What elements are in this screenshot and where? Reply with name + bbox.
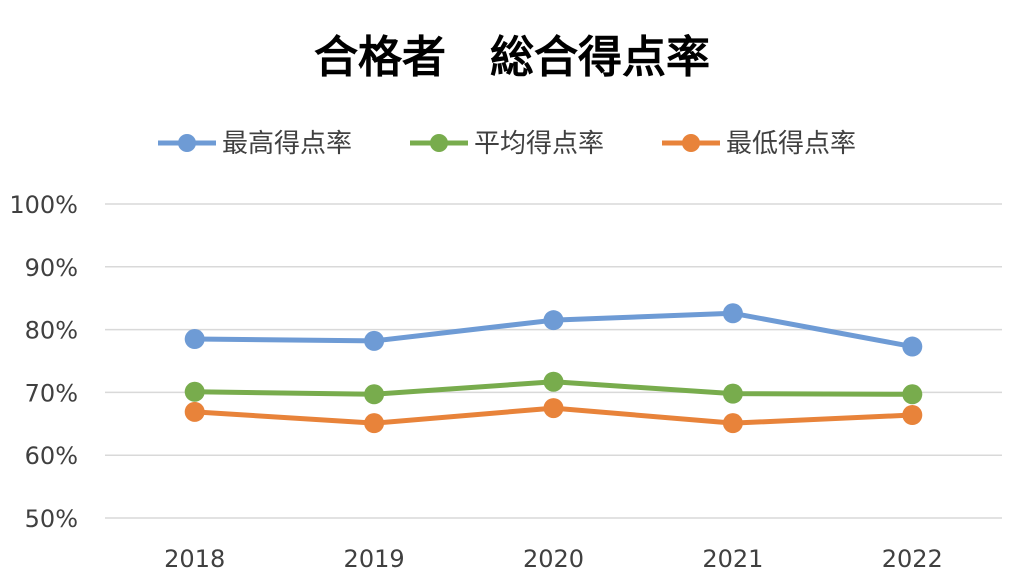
data-point	[184, 381, 205, 402]
x-tick-label: 2019	[344, 545, 405, 573]
legend-label: 最低得点率	[726, 129, 856, 159]
series	[184, 303, 923, 357]
y-tick-label: 90%	[25, 254, 78, 282]
plot-area	[184, 303, 923, 434]
data-point	[902, 336, 923, 357]
chart-title: 合格者 総合得点率	[314, 32, 710, 83]
legend-item: 最低得点率	[662, 129, 856, 159]
data-point	[902, 384, 923, 405]
data-point	[364, 413, 385, 434]
x-tick-label: 2020	[523, 545, 584, 573]
x-tick-label: 2022	[882, 545, 943, 573]
data-point	[722, 303, 743, 324]
series	[184, 371, 923, 405]
legend: 最高得点率 平均得点率 最低得点率	[158, 129, 856, 159]
gridlines	[105, 203, 1002, 519]
data-point	[184, 329, 205, 350]
y-tick-label: 70%	[25, 379, 78, 407]
y-axis: 50% 60% 70% 80% 90% 100%	[9, 191, 78, 533]
data-point	[184, 401, 205, 422]
legend-marker	[178, 134, 196, 152]
y-tick-label: 80%	[25, 317, 78, 345]
data-point	[364, 330, 385, 351]
data-point	[543, 398, 564, 419]
legend-label: 平均得点率	[474, 129, 604, 159]
series	[184, 398, 923, 434]
data-point	[902, 405, 923, 426]
legend-label: 最高得点率	[222, 129, 352, 159]
y-tick-label: 50%	[25, 505, 78, 533]
legend-marker	[682, 134, 700, 152]
y-tick-label: 100%	[9, 191, 78, 219]
data-point	[722, 383, 743, 404]
y-tick-label: 60%	[25, 442, 78, 470]
data-point	[364, 384, 385, 405]
x-tick-label: 2021	[702, 545, 763, 573]
legend-item: 平均得点率	[410, 129, 604, 159]
legend-marker	[430, 134, 448, 152]
x-tick-label: 2018	[164, 545, 225, 573]
data-point	[722, 413, 743, 434]
legend-item: 最高得点率	[158, 129, 352, 159]
data-point	[543, 371, 564, 392]
data-point	[543, 310, 564, 331]
x-axis: 2018 2019 2020 2021 2022	[164, 545, 943, 573]
